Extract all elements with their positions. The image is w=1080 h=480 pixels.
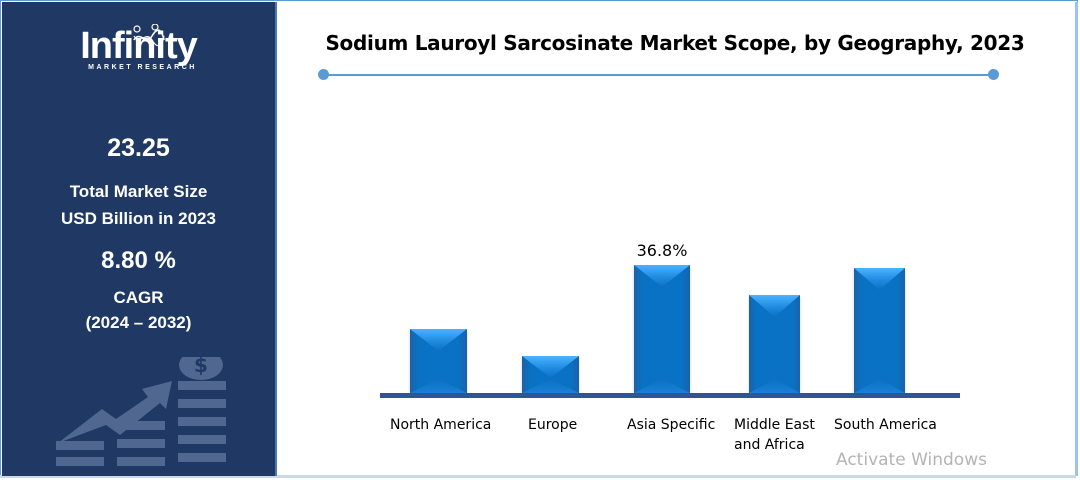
- svg-text:$: $: [194, 357, 208, 377]
- cagr-label-line1: CAGR: [113, 288, 164, 307]
- bar-asia-specific: [634, 265, 690, 393]
- logo: Infinity MARKET RESEARCH: [2, 24, 275, 71]
- summary-panel: Infinity MARKET RESEARCH 23.25 Total Mar…: [2, 2, 277, 476]
- category-label-north-america: North America: [390, 417, 492, 433]
- market-size-label: Total Market Size USD Billion in 2023: [2, 178, 275, 232]
- x-axis-baseline: [380, 393, 960, 398]
- logo-wordmark: Infinity: [80, 25, 198, 67]
- growth-chart-dollar-icon: $: [56, 357, 226, 466]
- bar-north-america: [410, 329, 467, 393]
- market-size-label-line1: Total Market Size: [69, 182, 208, 201]
- market-size-value: 23.25: [107, 134, 170, 162]
- activate-windows-watermark: Activate Windows: [836, 450, 987, 470]
- cagr-value: 8.80 %: [101, 247, 176, 274]
- infinity-people-icon: [133, 24, 165, 46]
- divider-dot-right: [988, 69, 999, 80]
- category-label-middle-east-africa: Middle East and Africa: [734, 417, 815, 453]
- bar-chart: 36.8% North America Europe Asia Specific…: [380, 150, 960, 453]
- category-label-asia-specific: Asia Specific: [627, 417, 716, 433]
- cagr-period: (2024 – 2032): [85, 313, 192, 332]
- cagr-label: CAGR (2024 – 2032): [2, 285, 275, 335]
- frame-edge: [0, 475, 1076, 478]
- bar-south-america: [854, 268, 905, 393]
- market-size-label-line2: USD Billion in 2023: [61, 209, 216, 228]
- bar-value-label-asia: 36.8%: [636, 241, 688, 260]
- category-label-europe: Europe: [528, 417, 578, 433]
- title-divider: [323, 74, 994, 76]
- category-label-south-america: South America: [834, 417, 937, 433]
- frame-edge: [1075, 2, 1078, 476]
- bar-europe: [522, 356, 579, 393]
- bar-middle-east-africa: [749, 295, 800, 393]
- divider-dot-left: [318, 69, 329, 80]
- chart-title: Sodium Lauroyl Sarcosinate Market Scope,…: [325, 31, 1025, 55]
- logo-tagline: MARKET RESEARCH: [88, 64, 197, 71]
